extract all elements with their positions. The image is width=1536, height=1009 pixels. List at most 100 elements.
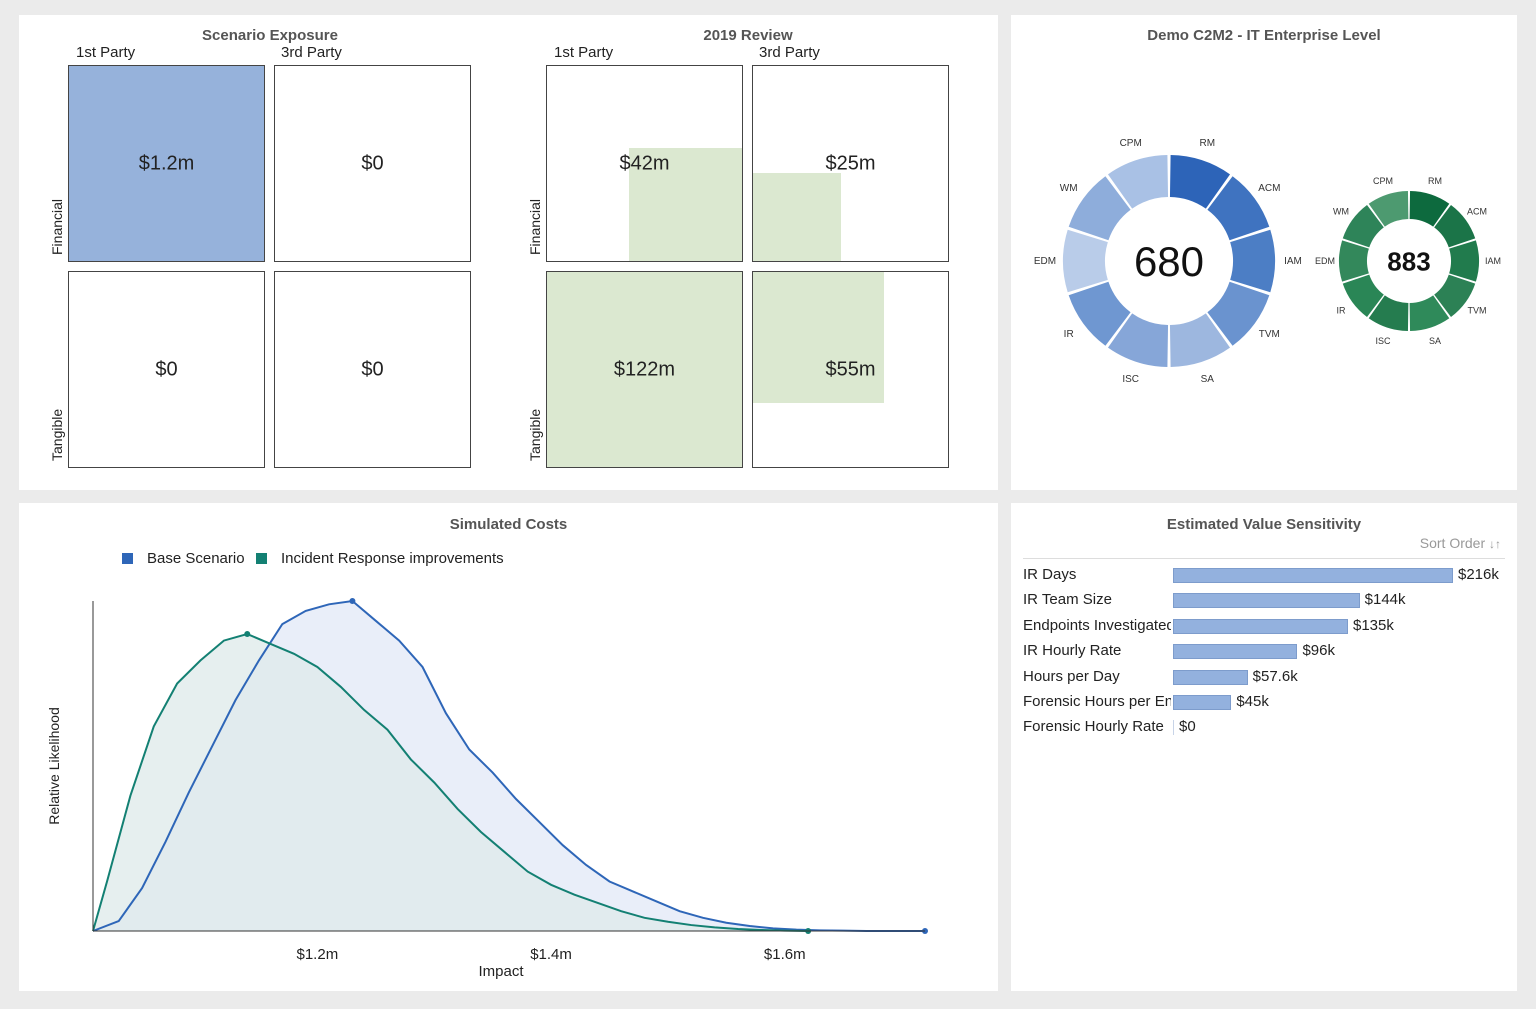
donut-segment-rm[interactable] xyxy=(1409,191,1450,227)
cell-fill xyxy=(628,147,742,261)
legend-label: Incident Response improvements xyxy=(281,550,504,567)
legend-base-scenario[interactable]: Base Scenario xyxy=(122,550,245,567)
exposure-cell[interactable]: $1.2m xyxy=(68,65,265,262)
sensitivity-value: $0 xyxy=(1179,718,1196,736)
donut-segment-tvm[interactable] xyxy=(1207,281,1270,346)
sensitivity-title: Estimated Value Sensitivity xyxy=(1166,516,1362,533)
exposure-cell[interactable]: $0 xyxy=(68,271,265,468)
sensitivity-bar[interactable] xyxy=(1173,618,1348,634)
sensitivity-bar[interactable] xyxy=(1173,720,1174,736)
donut-segment-tvm[interactable] xyxy=(1434,274,1476,318)
sensitivity-row[interactable]: Forensic Hourly Rate $0 xyxy=(1023,716,1513,740)
donut-label: SA xyxy=(1429,336,1441,346)
c2m2-donuts: RM ACM IAM TVM SA ISC IR EDM WM CPM 680 RM ACM IAM TVM… xyxy=(1034,138,1501,385)
donut-segment-ir[interactable] xyxy=(1342,274,1384,318)
simulated-costs-panel: Simulated Costs Base Scenario Incident R… xyxy=(19,503,998,991)
col-header-3rd-party: 3rd Party xyxy=(281,44,342,61)
donut-segment-acm[interactable] xyxy=(1207,176,1270,241)
peak-point[interactable] xyxy=(349,598,356,604)
sort-arrows-icon: ↓↑ xyxy=(1489,537,1501,551)
donut-label: IR xyxy=(1337,305,1347,315)
exposure-cell[interactable]: $55m xyxy=(752,271,949,468)
donut-segment-sa[interactable] xyxy=(1409,295,1450,331)
cell-value: $1.2m xyxy=(138,152,195,174)
sensitivity-value: $135k xyxy=(1353,616,1394,634)
sensitivity-row[interactable]: Forensic Hours per Endpoint $45k xyxy=(1023,691,1513,715)
sensitivity-bar[interactable] xyxy=(1173,695,1232,710)
cell-fill xyxy=(69,66,264,261)
sensitivity-value: $96k xyxy=(1302,642,1335,660)
sensitivity-value: $216k xyxy=(1458,566,1499,583)
row-label-financial: Financial xyxy=(527,198,543,255)
donut-label: TVM xyxy=(1467,305,1486,315)
exposure-cell[interactable]: $42m xyxy=(546,65,743,262)
line-series-0[interactable] xyxy=(92,599,925,932)
x-axis-title: Impact xyxy=(478,963,524,980)
donut-label: IAM xyxy=(1485,256,1501,266)
area-fill-series-1 xyxy=(93,634,809,931)
peak-point[interactable] xyxy=(244,631,251,637)
legend-incident-response[interactable]: Incident Response improvements xyxy=(256,550,504,567)
exposure-cell[interactable]: $0 xyxy=(274,271,471,468)
donut-segment-cpm[interactable] xyxy=(1107,155,1169,209)
sensitivity-label: IR Team Size xyxy=(1023,591,1112,609)
sensitivity-value: $144k xyxy=(1364,591,1406,609)
sensitivity-bar[interactable] xyxy=(1173,669,1248,685)
donut-segment-edm[interactable] xyxy=(1063,229,1108,293)
sensitivity-label: Forensic Hourly Rate xyxy=(1023,718,1164,736)
cell-fill xyxy=(753,272,884,403)
exposure-cell[interactable]: $122m xyxy=(546,271,743,468)
sensitivity-row[interactable]: IR Team Size $144k xyxy=(1023,589,1513,613)
donut-segment-cpm[interactable] xyxy=(1368,191,1409,227)
grid-title: 2019 Review xyxy=(703,27,793,44)
donut-segment-iam[interactable] xyxy=(1230,229,1275,293)
donut-label: ACM xyxy=(1258,183,1280,194)
donut-segment-rm[interactable] xyxy=(1169,155,1231,209)
sensitivity-bar[interactable] xyxy=(1173,593,1360,609)
donut-segment-ir[interactable] xyxy=(1068,281,1131,346)
donut-segment-iam[interactable] xyxy=(1449,240,1479,282)
donut-score: 883 xyxy=(1387,246,1430,276)
sort-order-button[interactable]: Sort Order ↓↑ xyxy=(1420,535,1501,551)
exposure-cell[interactable]: $0 xyxy=(274,65,471,262)
sensitivity-row[interactable]: IR Hourly Rate $96k xyxy=(1023,640,1513,664)
c2m2-panel: Demo C2M2 - IT Enterprise Level RM ACM IAM… xyxy=(1011,15,1517,490)
donut-label: RM xyxy=(1428,176,1442,186)
donut-segment-sa[interactable] xyxy=(1169,313,1231,367)
sensitivity-bars: IR Days $216k IR Team Size $144k Endpoints I… xyxy=(1023,564,1513,764)
donut-label: EDM xyxy=(1034,256,1056,267)
sensitivity-divider xyxy=(1023,558,1505,559)
sensitivity-row[interactable]: IR Days $216k xyxy=(1023,564,1513,588)
exposure-cell[interactable]: $25m xyxy=(752,65,949,262)
donut-label: EDM xyxy=(1315,256,1335,266)
donut-label: SA xyxy=(1201,374,1215,385)
donut-segment-isc[interactable] xyxy=(1368,295,1409,331)
donut-label: CPM xyxy=(1373,176,1393,186)
cell-value: $25m xyxy=(825,152,876,174)
sensitivity-label: Hours per Day xyxy=(1023,667,1120,685)
donut-label: IAM xyxy=(1284,256,1302,267)
row-label-tangible: Tangible xyxy=(527,408,543,461)
simulated-costs-chart: $1.2m $1.4m $1.6m Impact Relative Likelihood xyxy=(46,598,928,980)
donut-label: ACM xyxy=(1467,207,1487,217)
cell-value: $122m xyxy=(613,358,676,380)
col-header-3rd-party: 3rd Party xyxy=(759,44,820,61)
donut-label: ISC xyxy=(1376,336,1392,346)
sensitivity-label: Endpoints Investigated xyxy=(1023,616,1171,634)
donut-segment-wm[interactable] xyxy=(1068,176,1131,241)
sensitivity-bar[interactable] xyxy=(1173,644,1298,660)
line-series-1[interactable] xyxy=(92,632,809,932)
sensitivity-bar[interactable] xyxy=(1173,568,1453,583)
donut-segment-acm[interactable] xyxy=(1434,204,1476,248)
sensitivity-panel: Estimated Value Sensitivity Sort Order ↓… xyxy=(1011,503,1517,991)
simulated-costs-title: Simulated Costs xyxy=(449,516,568,533)
sensitivity-row[interactable]: Hours per Day $57.6k xyxy=(1023,666,1513,690)
donut-segment-edm[interactable] xyxy=(1339,240,1369,282)
row-label-tangible: Tangible xyxy=(49,408,65,461)
donut-segment-wm[interactable] xyxy=(1342,204,1384,248)
donut-label: ISC xyxy=(1122,374,1139,385)
sensitivity-row[interactable]: Endpoints Investigated $135k xyxy=(1023,615,1513,639)
legend-swatch-icon xyxy=(256,553,267,564)
donut-segment-isc[interactable] xyxy=(1107,313,1169,367)
sort-order-label: Sort Order xyxy=(1419,535,1486,551)
